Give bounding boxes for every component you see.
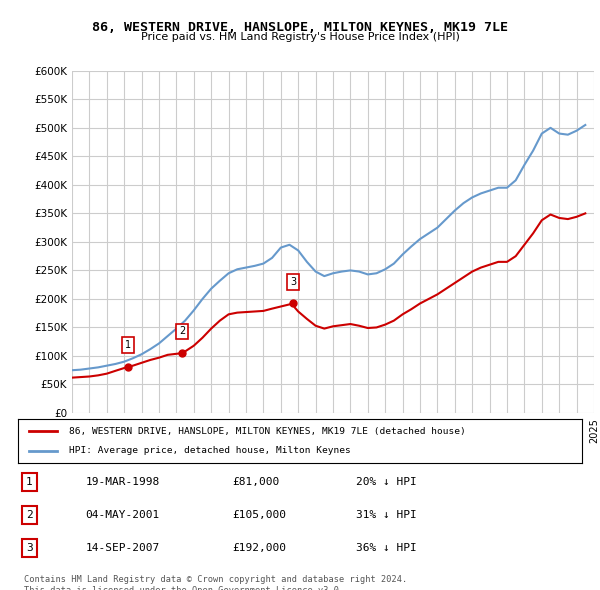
Text: £105,000: £105,000 [232, 510, 286, 520]
Text: 14-SEP-2007: 14-SEP-2007 [86, 543, 160, 553]
Text: 36% ↓ HPI: 36% ↓ HPI [356, 543, 417, 553]
Text: £192,000: £192,000 [232, 543, 286, 553]
Text: HPI: Average price, detached house, Milton Keynes: HPI: Average price, detached house, Milt… [69, 446, 350, 455]
Text: 86, WESTERN DRIVE, HANSLOPE, MILTON KEYNES, MK19 7LE (detached house): 86, WESTERN DRIVE, HANSLOPE, MILTON KEYN… [69, 427, 466, 436]
Text: 20% ↓ HPI: 20% ↓ HPI [356, 477, 417, 487]
Text: 86, WESTERN DRIVE, HANSLOPE, MILTON KEYNES, MK19 7LE: 86, WESTERN DRIVE, HANSLOPE, MILTON KEYN… [92, 21, 508, 34]
Text: 3: 3 [290, 277, 296, 287]
Text: 19-MAR-1998: 19-MAR-1998 [86, 477, 160, 487]
Text: 1: 1 [26, 477, 32, 487]
Text: Contains HM Land Registry data © Crown copyright and database right 2024.
This d: Contains HM Land Registry data © Crown c… [24, 575, 407, 590]
Text: 3: 3 [26, 543, 32, 553]
Text: 1: 1 [125, 340, 131, 350]
Text: 2: 2 [26, 510, 32, 520]
Text: 31% ↓ HPI: 31% ↓ HPI [356, 510, 417, 520]
Text: 04-MAY-2001: 04-MAY-2001 [86, 510, 160, 520]
Text: Price paid vs. HM Land Registry's House Price Index (HPI): Price paid vs. HM Land Registry's House … [140, 32, 460, 42]
Text: 2: 2 [179, 326, 185, 336]
Text: £81,000: £81,000 [232, 477, 280, 487]
